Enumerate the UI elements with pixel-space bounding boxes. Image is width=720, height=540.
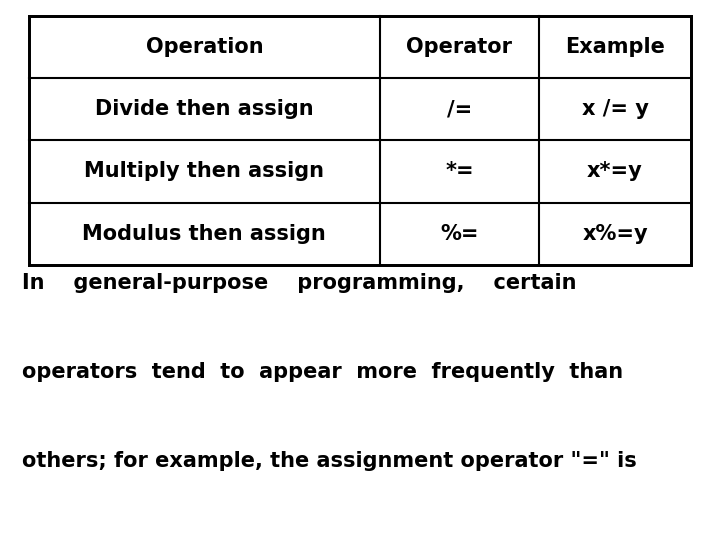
Text: *=: *= — [445, 161, 474, 181]
Text: %=: %= — [440, 224, 479, 244]
Text: Example: Example — [565, 37, 665, 57]
Text: Divide then assign: Divide then assign — [95, 99, 314, 119]
Text: Multiply then assign: Multiply then assign — [84, 161, 324, 181]
Text: operators  tend  to  appear  more  frequently  than: operators tend to appear more frequently… — [22, 362, 623, 382]
Bar — [29, 16, 691, 265]
Text: /=: /= — [446, 99, 472, 119]
Text: In    general-purpose    programming,    certain: In general-purpose programming, certain — [22, 273, 576, 293]
Text: others; for example, the assignment operator "=" is: others; for example, the assignment oper… — [22, 451, 636, 471]
Text: x*=y: x*=y — [587, 161, 643, 181]
Text: Modulus then assign: Modulus then assign — [83, 224, 326, 244]
Text: x /= y: x /= y — [582, 99, 649, 119]
Text: Operation: Operation — [145, 37, 263, 57]
Text: x%=y: x%=y — [582, 224, 648, 244]
Text: Operator: Operator — [406, 37, 513, 57]
